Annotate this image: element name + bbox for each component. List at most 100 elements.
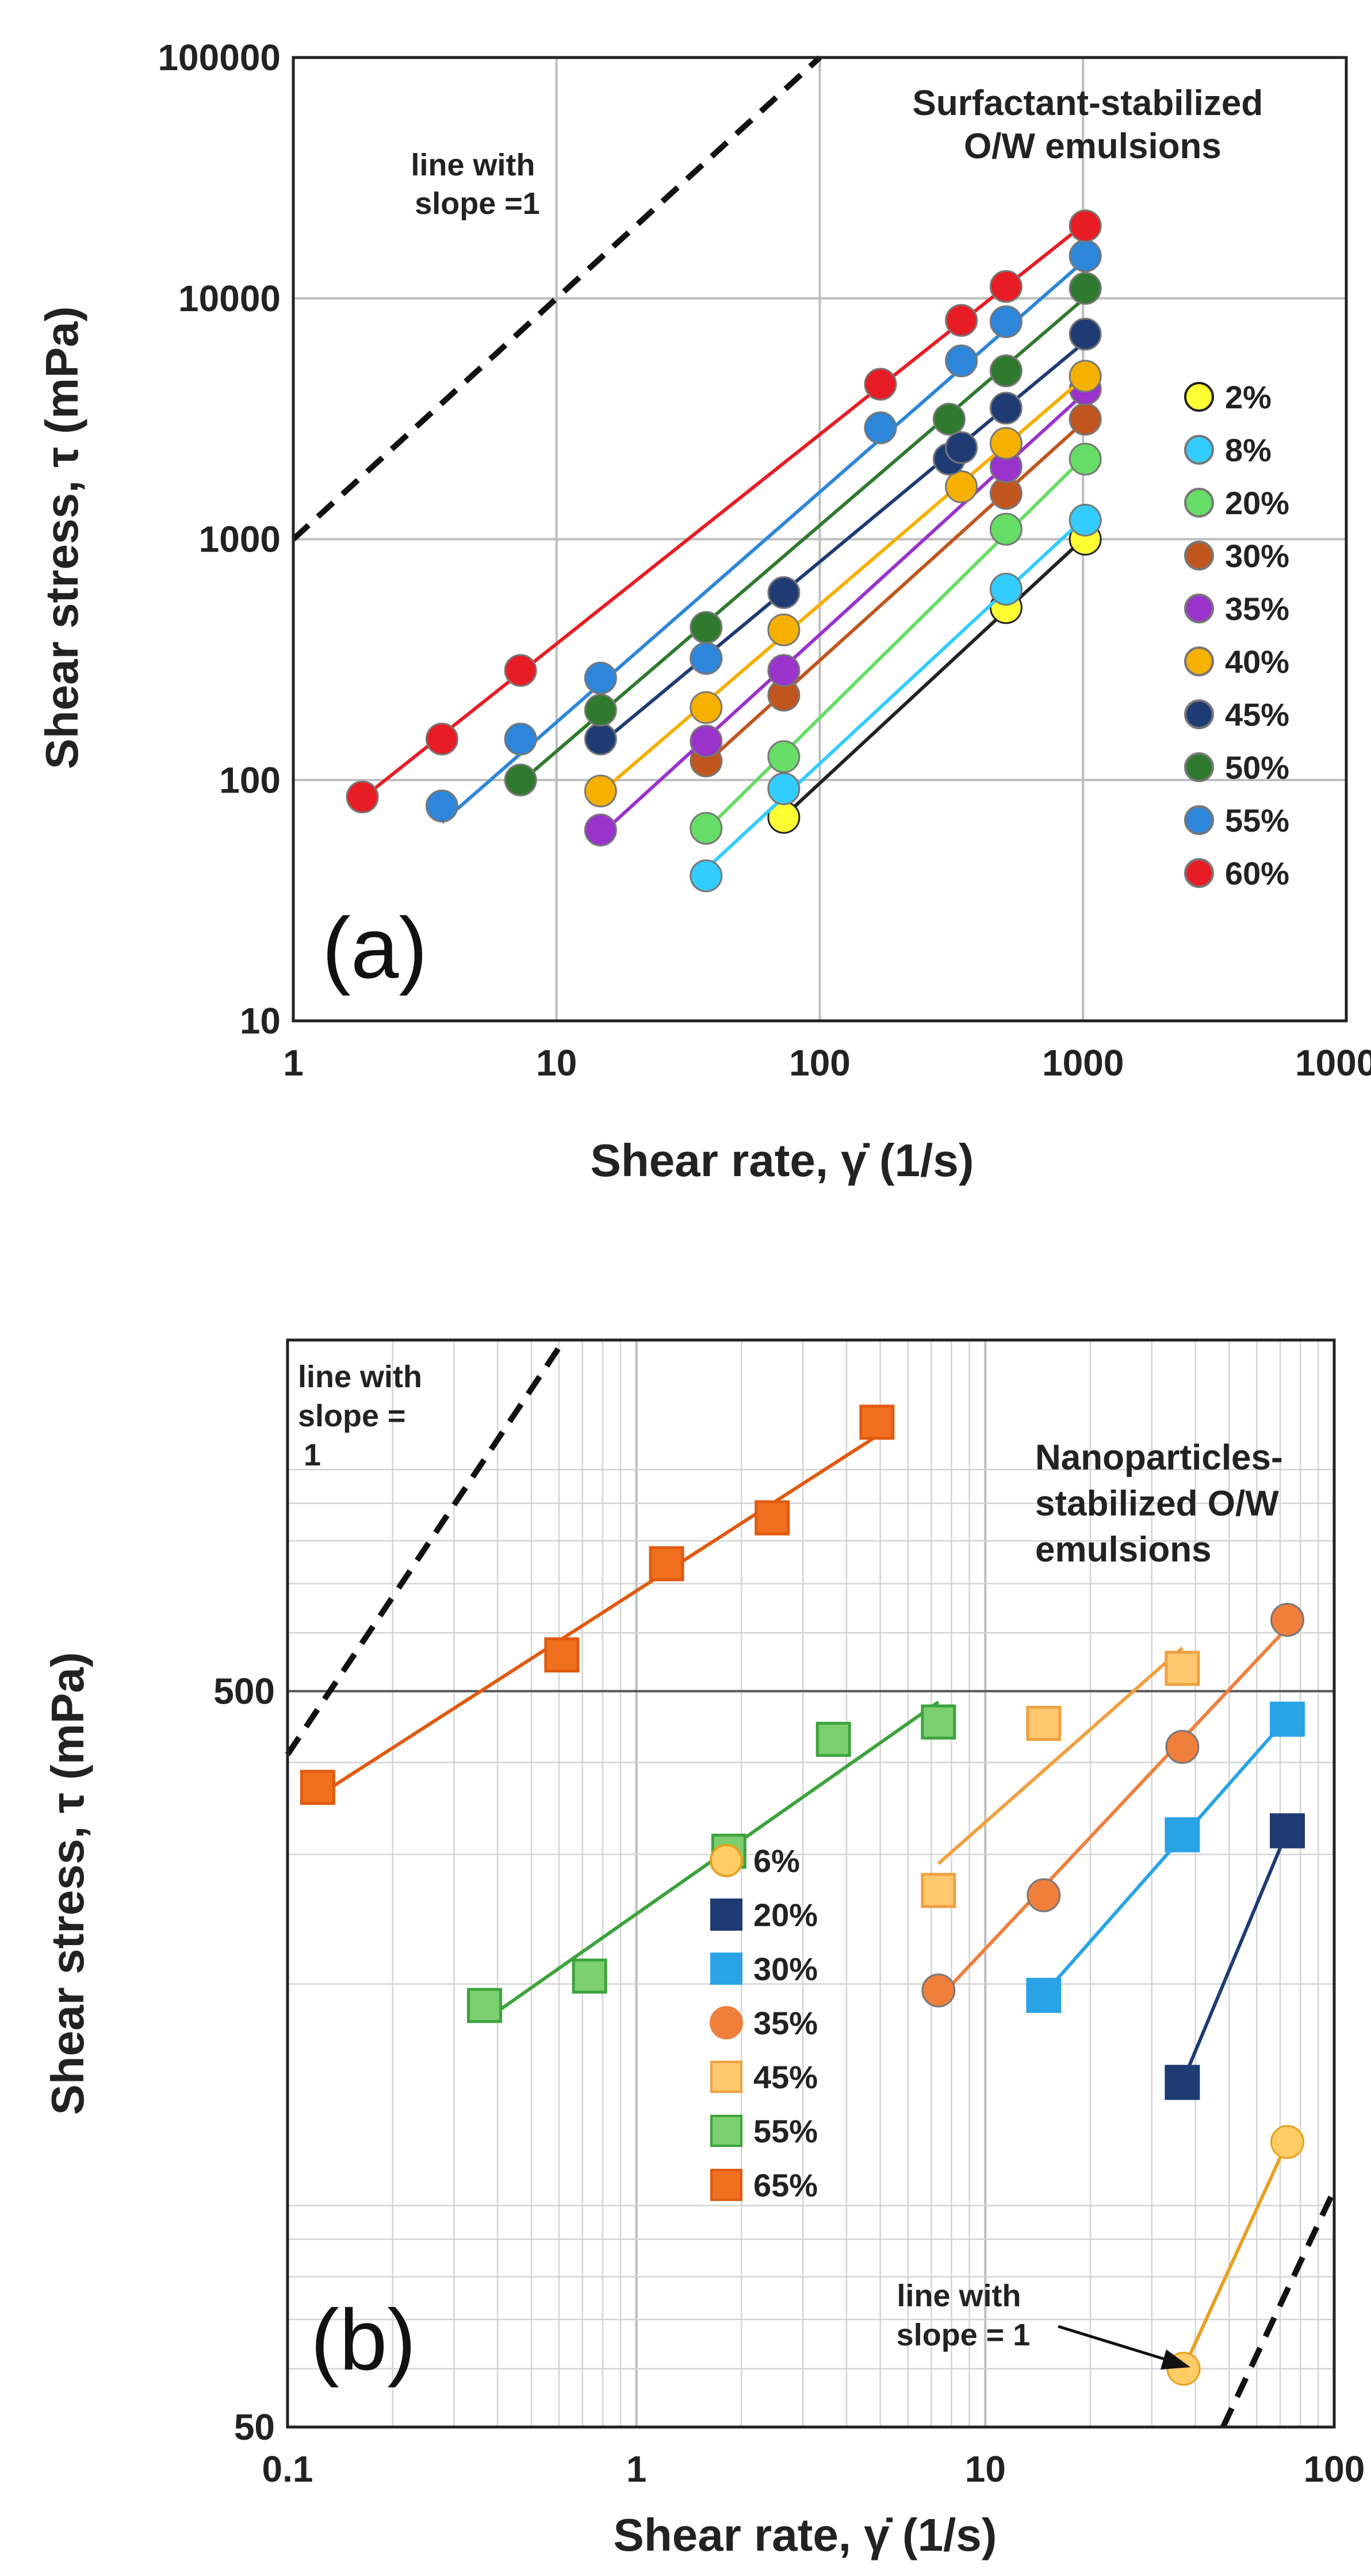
chart-b-slope-label-bottom-line-1: line with [897, 2279, 1021, 2313]
data-point [584, 694, 617, 727]
legend-item: 30% [710, 1951, 818, 1987]
data-point [921, 1973, 956, 2008]
data-point [584, 722, 617, 756]
data-point [921, 1704, 956, 1740]
legend-item: 50% [1184, 749, 1289, 786]
series-fit-line [704, 454, 1087, 832]
series-45pct [584, 317, 1102, 756]
data-point [1165, 1729, 1200, 1764]
data-point [945, 431, 978, 464]
legend-item: 55% [710, 2113, 818, 2149]
series-20pct [690, 442, 1102, 845]
data-point [815, 1721, 851, 1757]
legend-item: 6% [710, 1843, 800, 1879]
chart-a-title-line-1: Surfactant-stabilized [912, 83, 1263, 123]
legend-label: 45% [1225, 696, 1289, 733]
data-point [544, 1637, 580, 1673]
chart-a-y-axis-label: Shear stress, τ (mPa) [36, 307, 87, 770]
data-point [945, 344, 978, 377]
legend-label: 30% [1225, 538, 1289, 574]
data-point [1069, 209, 1102, 243]
chart-b: 0.1 1 10 100 50 500 Shear rate, γ̇ (1/s) She… [42, 1338, 1365, 2560]
y-tick-label: 10 [240, 1000, 281, 1042]
legend-label: 65% [753, 2167, 818, 2203]
data-point [1026, 1706, 1062, 1741]
data-point [1026, 1977, 1062, 2013]
data-point [859, 1404, 895, 1440]
legend-item: 55% [1184, 802, 1289, 839]
chart-a-plot-frame [292, 56, 1348, 1023]
x-tick-label: 1000 [1042, 1042, 1124, 1084]
legend-item: 20% [1184, 485, 1289, 521]
data-point [690, 725, 723, 758]
chart-a-series [346, 209, 1102, 893]
data-point [1270, 1701, 1305, 1737]
data-point [1069, 359, 1102, 393]
data-point [504, 763, 537, 797]
legend-marker [1184, 646, 1214, 676]
data-point [767, 772, 801, 805]
series-fit-line [1042, 1716, 1289, 1996]
series-6pct [1166, 2125, 1305, 2386]
series-fit-line [704, 516, 1087, 871]
series-55pct [425, 239, 1102, 824]
data-point [1069, 317, 1102, 351]
data-point [767, 654, 801, 687]
series-40pct [584, 359, 1102, 807]
data-point [584, 813, 617, 847]
series-30pct [1026, 1701, 1305, 2013]
data-point [572, 1958, 607, 1994]
legend-item: 35% [710, 2005, 818, 2041]
legend-label: 35% [1225, 591, 1289, 627]
data-point [945, 470, 978, 503]
legend-item: 35% [1184, 591, 1289, 627]
chart-b-x-axis-label: Shear rate, γ̇ (1/s) [614, 2509, 997, 2560]
data-point [921, 1873, 956, 1908]
chart-b-title-line-3: emulsions [1035, 1530, 1212, 1570]
chart-b-title-line-2: stabilized O/W [1035, 1484, 1279, 1524]
slope-reference-line [291, 55, 822, 542]
legend-label: 8% [1225, 432, 1272, 468]
chart-b-slope-label-top-line-2: slope = [298, 1399, 406, 1433]
x-tick-label: 100 [1304, 2448, 1365, 2490]
data-point [989, 270, 1022, 303]
legend-marker [710, 2169, 742, 2201]
data-point [504, 722, 537, 756]
legend-item: 20% [710, 1897, 818, 1933]
legend-label: 20% [753, 1897, 818, 1933]
chart-b-reference-lines [285, 1338, 1337, 2429]
series-2pct [767, 523, 1102, 834]
data-point [989, 305, 1022, 338]
legend-label: 2% [1225, 379, 1272, 415]
data-point [1069, 503, 1102, 537]
legend-label: 55% [1225, 802, 1289, 839]
data-point [425, 789, 458, 822]
legend-marker [1184, 752, 1214, 782]
data-point [1165, 1817, 1200, 1852]
data-point [864, 411, 897, 445]
data-point [300, 1770, 335, 1805]
data-point [989, 512, 1022, 546]
legend-label: 60% [1225, 855, 1289, 891]
series-20pct [1165, 1813, 1305, 2100]
legend-item: 40% [1184, 644, 1289, 680]
data-point [767, 740, 801, 774]
chart-b-slope-label-top-line-3: 1 [304, 1438, 321, 1472]
legend-item: 30% [1184, 538, 1289, 574]
chart-b-series [300, 1404, 1305, 2386]
chart-a-x-ticks: 1 10 100 1000 10000 [283, 1042, 1371, 1084]
chart-a-title-line-2: O/W emulsions [964, 127, 1221, 166]
data-point [1069, 403, 1102, 436]
series-fit-line [937, 1626, 1289, 2000]
data-point [584, 774, 617, 807]
chart-b-legend: 6% 20% 30% 35% 45% 55% 65% [710, 1843, 818, 2203]
series-fit-line [441, 258, 1087, 824]
data-point [690, 642, 723, 675]
series-35pct [921, 1602, 1305, 2008]
y-tick-label: 100000 [158, 37, 281, 78]
chart-a-reference-line [291, 55, 822, 542]
data-point [864, 368, 897, 401]
data-point [945, 304, 978, 337]
data-point [1270, 1813, 1305, 1848]
legend-marker [710, 2115, 742, 2147]
